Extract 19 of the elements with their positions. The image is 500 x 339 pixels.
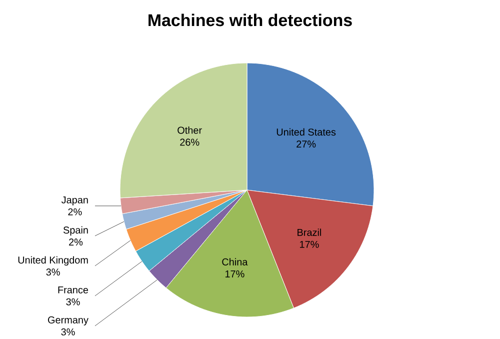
data-label: 17% [300, 241, 319, 248]
data-label: 3% [66, 298, 80, 306]
slice-label: Other [178, 126, 202, 134]
data-label: 3% [61, 328, 75, 336]
data-label: 2% [68, 208, 82, 216]
data-label: 17% [225, 270, 244, 278]
slice-label: Japan [61, 196, 88, 206]
slice-label: Germany [48, 316, 88, 326]
slice-label: France [58, 286, 88, 294]
slice-label: Brazil [298, 228, 322, 236]
slice-label: United States [276, 128, 336, 136]
data-label: 3% [46, 268, 60, 276]
slice-label: China [222, 258, 248, 266]
data-label: 27% [296, 140, 316, 148]
slice-label: United Kingdom [18, 256, 88, 266]
data-label: 2% [69, 238, 83, 246]
slice-label: Spain [63, 226, 88, 236]
chart-title: Machines with detections [148, 14, 352, 26]
data-label: 26% [180, 138, 200, 146]
